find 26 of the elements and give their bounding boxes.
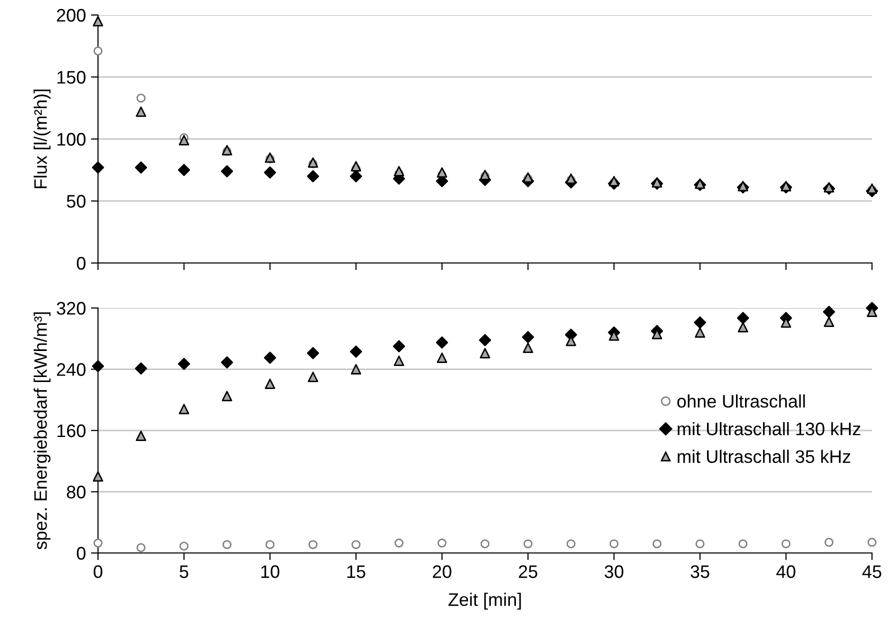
y-tick-label: 80 bbox=[66, 486, 86, 498]
legend-label: mit Ultraschall 130 kHz bbox=[678, 422, 860, 436]
x-tick-label: 20 bbox=[432, 565, 452, 578]
y-tick-label: 100 bbox=[57, 132, 86, 146]
x-tick-label: 10 bbox=[261, 565, 280, 578]
x-tick-label: 35 bbox=[690, 565, 710, 578]
legend-label: ohne Ultraschall bbox=[677, 394, 805, 408]
x-axis-title: Zeit [min] bbox=[448, 592, 521, 610]
y-tick-label: 0 bbox=[76, 256, 86, 270]
y-tick-label: 320 bbox=[56, 302, 86, 315]
y-axis-title: Flux [l/(m²h)] bbox=[34, 90, 51, 188]
y-tick-label: 0 bbox=[76, 546, 86, 560]
x-tick-label: 45 bbox=[862, 565, 882, 578]
y-tick-label: 160 bbox=[57, 424, 86, 438]
y-tick-label: 150 bbox=[57, 70, 86, 84]
y-tick-label: 200 bbox=[56, 8, 86, 22]
x-tick-label: 5 bbox=[180, 565, 188, 578]
y-axis-title: spez. Energiebedarf [kWh/m³] bbox=[34, 312, 51, 550]
x-tick-label: 0 bbox=[94, 565, 102, 578]
y-tick-label: 50 bbox=[66, 194, 86, 208]
x-tick-label: 30 bbox=[604, 565, 624, 578]
x-tick-label: 25 bbox=[518, 565, 538, 578]
x-tick-label: 40 bbox=[776, 565, 796, 578]
y-tick-label: 240 bbox=[56, 363, 86, 376]
legend-label: mit Ultraschall 35 kHz bbox=[678, 450, 850, 464]
x-tick-label: 15 bbox=[347, 565, 366, 578]
